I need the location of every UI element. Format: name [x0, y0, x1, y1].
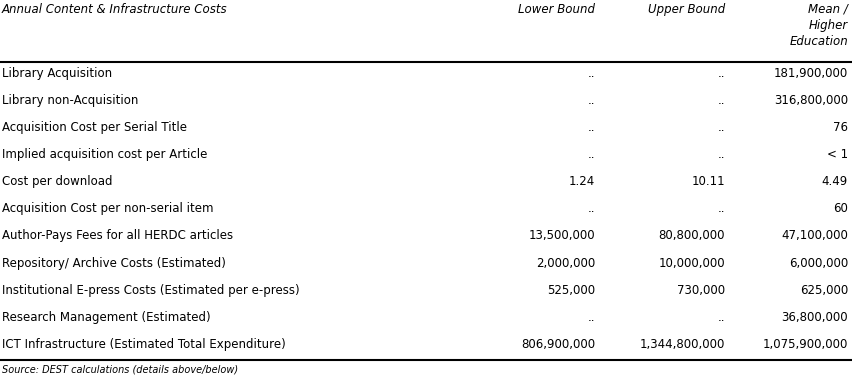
Text: 316,800,000: 316,800,000 — [774, 94, 848, 107]
Text: Repository/ Archive Costs (Estimated): Repository/ Archive Costs (Estimated) — [2, 256, 226, 270]
Text: Library non-Acquisition: Library non-Acquisition — [2, 94, 138, 107]
Text: 2,000,000: 2,000,000 — [536, 256, 595, 270]
Text: < 1: < 1 — [827, 148, 848, 161]
Text: Acquisition Cost per non-serial item: Acquisition Cost per non-serial item — [2, 202, 214, 215]
Text: 1,075,900,000: 1,075,900,000 — [763, 338, 848, 351]
Text: ..: .. — [717, 94, 725, 107]
Text: ICT Infrastructure (Estimated Total Expenditure): ICT Infrastructure (Estimated Total Expe… — [2, 338, 285, 351]
Text: 525,000: 525,000 — [547, 284, 595, 296]
Text: ..: .. — [588, 311, 595, 324]
Text: ..: .. — [588, 202, 595, 215]
Text: 181,900,000: 181,900,000 — [774, 67, 848, 80]
Text: Upper Bound: Upper Bound — [648, 3, 725, 16]
Text: ..: .. — [588, 148, 595, 161]
Text: ..: .. — [717, 148, 725, 161]
Text: 6,000,000: 6,000,000 — [789, 256, 848, 270]
Text: Research Management (Estimated): Research Management (Estimated) — [2, 311, 210, 324]
Text: 47,100,000: 47,100,000 — [781, 229, 848, 242]
Text: 730,000: 730,000 — [676, 284, 725, 296]
Text: 36,800,000: 36,800,000 — [781, 311, 848, 324]
Text: 80,800,000: 80,800,000 — [659, 229, 725, 242]
Text: 76: 76 — [833, 121, 848, 134]
Text: 625,000: 625,000 — [800, 284, 848, 296]
Text: Source: DEST calculations (details above/below): Source: DEST calculations (details above… — [2, 364, 238, 374]
Text: Lower Bound: Lower Bound — [518, 3, 595, 16]
Text: ..: .. — [717, 311, 725, 324]
Text: ..: .. — [588, 67, 595, 80]
Text: ..: .. — [717, 202, 725, 215]
Text: 1.24: 1.24 — [569, 175, 595, 188]
Text: Institutional E-press Costs (Estimated per e-press): Institutional E-press Costs (Estimated p… — [2, 284, 300, 296]
Text: Acquisition Cost per Serial Title: Acquisition Cost per Serial Title — [2, 121, 187, 134]
Text: 10.11: 10.11 — [691, 175, 725, 188]
Text: ..: .. — [588, 121, 595, 134]
Text: Annual Content & Infrastructure Costs: Annual Content & Infrastructure Costs — [2, 3, 227, 16]
Text: Library Acquisition: Library Acquisition — [2, 67, 112, 80]
Text: 1,344,800,000: 1,344,800,000 — [640, 338, 725, 351]
Text: Mean /
Higher
Education: Mean / Higher Education — [789, 3, 848, 48]
Text: Cost per download: Cost per download — [2, 175, 112, 188]
Text: Author-Pays Fees for all HERDC articles: Author-Pays Fees for all HERDC articles — [2, 229, 233, 242]
Text: 13,500,000: 13,500,000 — [528, 229, 595, 242]
Text: 60: 60 — [833, 202, 848, 215]
Text: ..: .. — [588, 94, 595, 107]
Text: ..: .. — [717, 121, 725, 134]
Text: 10,000,000: 10,000,000 — [659, 256, 725, 270]
Text: 4.49: 4.49 — [821, 175, 848, 188]
Text: 806,900,000: 806,900,000 — [521, 338, 595, 351]
Text: Implied acquisition cost per Article: Implied acquisition cost per Article — [2, 148, 207, 161]
Text: ..: .. — [717, 67, 725, 80]
